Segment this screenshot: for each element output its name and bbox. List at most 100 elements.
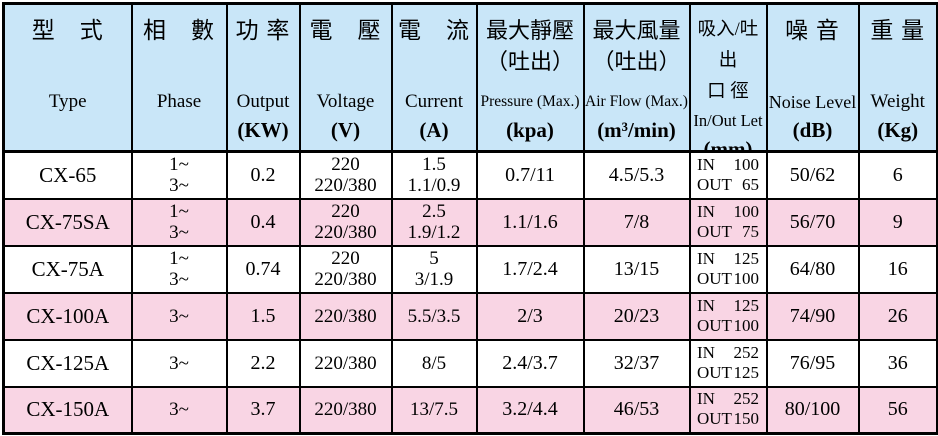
col-output-en: Output (236, 91, 290, 112)
inlet-label: IN (697, 342, 715, 362)
inlet-size: 125 (733, 248, 760, 268)
table-header: 型 式 Type 相 數 Phase 功 率 Output (KW) 電 壓 Voltag… (2, 2, 938, 153)
current-line-1: 5.5/3.5 (407, 305, 461, 327)
col-phase-zh: 相 數 (143, 18, 215, 43)
outlet-line: OUT 100 (697, 316, 759, 336)
col-weight-en: Weight (870, 91, 925, 112)
cell-pressure: 2.4/3.7 (475, 338, 585, 388)
current-line-1: 1.5 (422, 154, 446, 176)
outlet-label: OUT (697, 174, 732, 194)
outlet-line: OUT 125 (697, 363, 759, 383)
cell-noise: 56/70 (765, 197, 860, 247)
cell-current: 8/5 (390, 338, 478, 388)
cell-type: CX-150A (2, 385, 133, 435)
table-row: CX-100A 3~ 1.5 220/380 5.5/3.5 2/3 20/23… (2, 291, 938, 341)
cell-inout: IN 100 OUT 65 (688, 150, 768, 200)
current-line-1: 5 (429, 248, 439, 269)
outlet-size: 65 (742, 174, 759, 194)
col-type-zh: 型 式 (31, 18, 104, 43)
outlet-size: 75 (742, 221, 759, 241)
col-header-airflow: 最大風量 （吐出） Air Flow (Max.) (m³/min) (582, 2, 691, 153)
cell-airflow: 20/23 (582, 291, 691, 341)
inlet-label: IN (697, 248, 715, 268)
outlet-label: OUT (697, 409, 732, 429)
cell-weight: 16 (857, 244, 938, 294)
col-inout-en: In/Out Let (693, 111, 763, 130)
phase-line-1: 3~ (169, 399, 189, 421)
cell-voltage: 220/380 (298, 338, 393, 388)
cell-current: 5.5/3.5 (390, 291, 478, 341)
col-pressure-unit: (kpa) (506, 118, 554, 142)
cell-pressure: 1.7/2.4 (475, 244, 585, 294)
cell-weight: 36 (857, 338, 938, 388)
cell-phase: 1~ 3~ (130, 150, 228, 200)
voltage-line-1: 220/380 (314, 352, 377, 374)
cell-voltage: 220 220/380 (298, 150, 393, 200)
cell-phase: 1~ 3~ (130, 244, 228, 294)
outlet-size: 100 (733, 315, 760, 335)
cell-current: 1.5 1.1/0.9 (390, 150, 478, 200)
outlet-label: OUT (697, 221, 732, 241)
voltage-line-1: 220/380 (314, 305, 377, 327)
col-current-unit: (A) (419, 118, 449, 142)
phase-line-1: 3~ (169, 352, 189, 374)
cell-type: CX-75SA (2, 197, 133, 247)
phase-line-2: 3~ (169, 222, 189, 243)
cell-airflow: 32/37 (582, 338, 691, 388)
inlet-line: IN 125 (697, 249, 759, 269)
col-airflow-unit: (m³/min) (597, 118, 676, 142)
cell-pressure: 3.2/4.4 (475, 385, 585, 435)
col-weight-unit: (Kg) (877, 118, 919, 142)
cell-noise: 64/80 (765, 244, 860, 294)
outlet-size: 150 (733, 409, 760, 429)
cell-airflow: 7/8 (582, 197, 691, 247)
col-type-unit (6, 115, 130, 145)
outlet-label: OUT (697, 315, 732, 335)
current-line-1: 2.5 (422, 201, 446, 222)
col-header-voltage: 電 壓 Voltage (V) (298, 2, 393, 153)
current-line-2: 1.1/0.9 (407, 175, 461, 197)
col-header-type: 型 式 Type (2, 2, 133, 153)
col-header-output: 功 率 Output (KW) (225, 2, 301, 153)
cell-inout: IN 252 OUT 150 (688, 385, 768, 435)
col-header-inout: 吸入/吐出口 徑 In/Out Let (mm) (688, 2, 768, 153)
cell-weight: 26 (857, 291, 938, 341)
outlet-label: OUT (697, 268, 732, 288)
voltage-line-2: 220/380 (314, 222, 377, 243)
cell-current: 5 3/1.9 (390, 244, 478, 294)
phase-line-1: 1~ (169, 248, 189, 269)
cell-phase: 1~ 3~ (130, 197, 228, 247)
phase-line-2: 3~ (169, 175, 189, 197)
col-voltage-zh: 電 壓 (309, 18, 382, 43)
cell-phase: 3~ (130, 291, 228, 341)
inlet-size: 125 (733, 295, 760, 315)
col-inout-unit: (mm) (703, 137, 753, 152)
cell-weight: 56 (857, 385, 938, 435)
cell-weight: 6 (857, 150, 938, 200)
cell-pressure: 0.7/11 (475, 150, 585, 200)
cell-output: 0.4 (225, 197, 301, 247)
current-line-1: 8/5 (421, 352, 447, 374)
col-pressure-zh2: （吐出） (485, 49, 574, 74)
cell-current: 13/7.5 (390, 385, 478, 435)
cell-type: CX-65 (2, 150, 133, 200)
col-current-en: Current (404, 91, 464, 112)
cell-pressure: 2/3 (475, 291, 585, 341)
col-output-unit: (KW) (237, 118, 289, 142)
cell-voltage: 220 220/380 (298, 244, 393, 294)
cell-airflow: 13/15 (582, 244, 691, 294)
cell-output: 1.5 (225, 291, 301, 341)
inlet-line: IN 252 (697, 389, 759, 409)
cell-airflow: 46/53 (582, 385, 691, 435)
inlet-line: IN 100 (697, 202, 759, 222)
cell-type: CX-75A (2, 244, 133, 294)
inlet-line: IN 100 (697, 155, 759, 175)
col-phase-en: Phase (156, 91, 202, 112)
col-airflow-zh2: （吐出） (592, 49, 681, 74)
voltage-line-1: 220 (331, 248, 360, 269)
cell-noise: 80/100 (765, 385, 860, 435)
cell-phase: 3~ (130, 338, 228, 388)
col-phase-unit (134, 115, 225, 145)
table-body: CX-65 1~ 3~ 0.2 220 220/380 1.5 1.1/0.9 0.7… (2, 150, 938, 435)
voltage-line-1: 220 (331, 201, 360, 222)
